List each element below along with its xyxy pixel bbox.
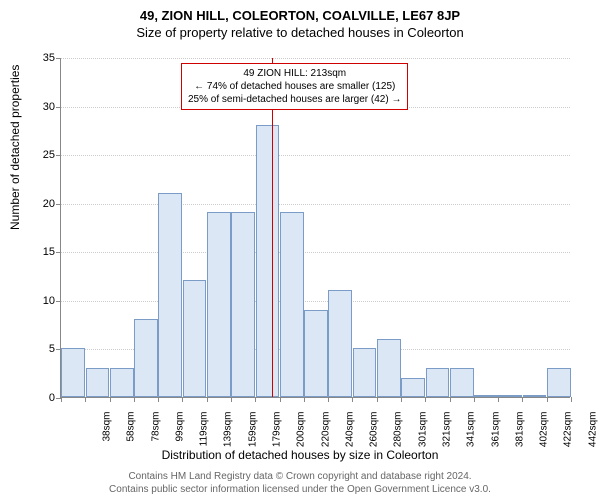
x-tick-label: 341sqm: [466, 412, 477, 462]
x-tick-mark: [231, 397, 232, 402]
gridline: [61, 252, 570, 253]
histogram-bar: [110, 368, 134, 397]
histogram-bar: [547, 368, 571, 397]
x-tick-label: 119sqm: [199, 412, 210, 462]
x-tick-label: 200sqm: [296, 412, 307, 462]
y-axis-label: Number of detached properties: [8, 65, 22, 230]
y-tick-label: 35: [25, 52, 55, 64]
annotation-line: ← 74% of detached houses are smaller (12…: [188, 80, 401, 93]
x-tick-mark: [450, 397, 451, 402]
gridline: [61, 58, 570, 59]
y-tick-label: 20: [25, 198, 55, 210]
title-main: 49, ZION HILL, COLEORTON, COALVILLE, LE6…: [0, 8, 600, 23]
x-tick-mark: [280, 397, 281, 402]
histogram-bar: [86, 368, 110, 397]
x-tick-label: 280sqm: [393, 412, 404, 462]
y-tick-label: 0: [25, 392, 55, 404]
histogram-bar: [401, 378, 425, 397]
x-tick-label: 220sqm: [320, 412, 331, 462]
histogram-bar: [426, 368, 450, 397]
histogram-bar: [231, 212, 255, 397]
y-tick-label: 15: [25, 246, 55, 258]
footer-attribution: Contains HM Land Registry data © Crown c…: [0, 470, 600, 496]
histogram-bar: [280, 212, 304, 397]
x-tick-label: 381sqm: [514, 412, 525, 462]
x-tick-mark: [522, 397, 523, 402]
x-tick-mark: [377, 397, 378, 402]
y-tick-mark: [56, 301, 61, 302]
x-tick-label: 159sqm: [247, 412, 258, 462]
histogram-bar: [523, 395, 547, 397]
y-tick-label: 25: [25, 149, 55, 161]
y-tick-label: 10: [25, 295, 55, 307]
x-tick-label: 402sqm: [539, 412, 550, 462]
x-tick-mark: [85, 397, 86, 402]
x-tick-label: 78sqm: [150, 412, 161, 462]
y-tick-mark: [56, 155, 61, 156]
x-tick-label: 260sqm: [369, 412, 380, 462]
x-tick-mark: [207, 397, 208, 402]
x-tick-mark: [110, 397, 111, 402]
histogram-bar: [256, 125, 280, 397]
y-tick-mark: [56, 107, 61, 108]
x-tick-mark: [425, 397, 426, 402]
histogram-bar: [183, 280, 207, 397]
x-tick-mark: [547, 397, 548, 402]
x-tick-label: 38sqm: [102, 412, 113, 462]
x-tick-mark: [401, 397, 402, 402]
histogram-bar: [377, 339, 401, 397]
title-sub: Size of property relative to detached ho…: [0, 25, 600, 40]
y-tick-label: 30: [25, 101, 55, 113]
x-tick-mark: [304, 397, 305, 402]
x-tick-label: 301sqm: [417, 412, 428, 462]
annotation-line: 49 ZION HILL: 213sqm: [188, 67, 401, 80]
x-tick-label: 442sqm: [587, 412, 598, 462]
y-tick-mark: [56, 58, 61, 59]
x-tick-mark: [498, 397, 499, 402]
histogram-bar: [498, 395, 522, 397]
y-tick-mark: [56, 204, 61, 205]
x-tick-mark: [61, 397, 62, 402]
x-tick-label: 58sqm: [126, 412, 137, 462]
x-tick-mark: [158, 397, 159, 402]
gridline: [61, 155, 570, 156]
footer-line-2: Contains public sector information licen…: [0, 483, 600, 496]
gridline: [61, 301, 570, 302]
footer-line-1: Contains HM Land Registry data © Crown c…: [0, 470, 600, 483]
x-tick-mark: [182, 397, 183, 402]
x-tick-label: 240sqm: [344, 412, 355, 462]
x-tick-mark: [474, 397, 475, 402]
histogram-bar: [353, 348, 377, 397]
x-tick-mark: [571, 397, 572, 402]
chart-header: 49, ZION HILL, COLEORTON, COALVILLE, LE6…: [0, 0, 600, 40]
x-tick-label: 361sqm: [490, 412, 501, 462]
x-tick-label: 321sqm: [442, 412, 453, 462]
histogram-bar: [328, 290, 352, 397]
histogram-bar: [207, 212, 231, 397]
x-tick-mark: [134, 397, 135, 402]
histogram-bar: [474, 395, 498, 397]
chart-plot-area: 49 ZION HILL: 213sqm← 74% of detached ho…: [60, 58, 570, 398]
histogram-bar: [304, 310, 328, 397]
annotation-line: 25% of semi-detached houses are larger (…: [188, 93, 401, 106]
annotation-box: 49 ZION HILL: 213sqm← 74% of detached ho…: [181, 63, 408, 110]
y-tick-label: 5: [25, 343, 55, 355]
y-tick-mark: [56, 252, 61, 253]
x-tick-mark: [255, 397, 256, 402]
x-tick-mark: [352, 397, 353, 402]
x-tick-mark: [328, 397, 329, 402]
histogram-bar: [450, 368, 474, 397]
histogram-bar: [158, 193, 182, 397]
histogram-bar: [61, 348, 85, 397]
histogram-bar: [134, 319, 158, 397]
x-tick-label: 99sqm: [174, 412, 185, 462]
x-tick-label: 139sqm: [223, 412, 234, 462]
x-tick-label: 179sqm: [272, 412, 283, 462]
gridline: [61, 204, 570, 205]
x-tick-label: 422sqm: [563, 412, 574, 462]
